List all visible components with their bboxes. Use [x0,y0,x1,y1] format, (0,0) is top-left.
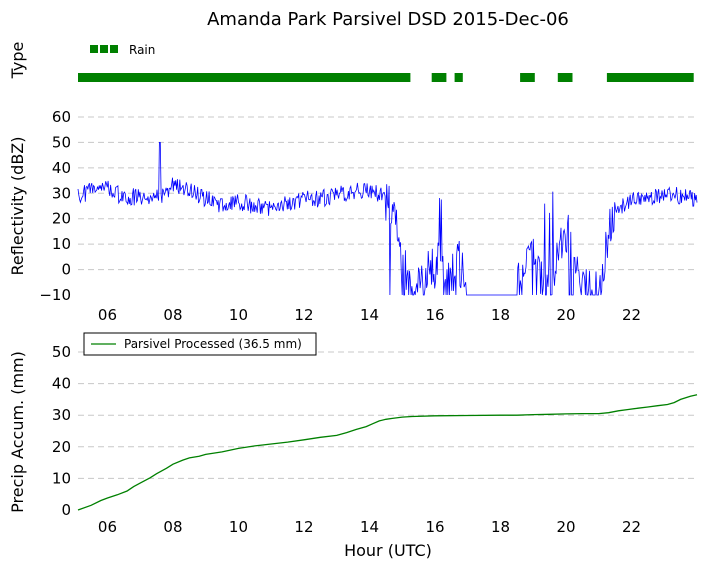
type-legend-label: Rain [129,43,155,57]
precip-accumulation-xtick-2: 10 [229,518,248,536]
reflectivity-yticks: −10 0 10 20 30 40 50 60 [39,108,71,304]
precip-accumulation-xtick-7: 20 [556,518,575,536]
reflectivity-line [77,142,698,296]
precip-line [77,394,698,511]
precip-accumulation-ytick-1: 10 [52,469,71,487]
reflectivity-ytick-1: 0 [61,261,71,279]
reflectivity-ylabel: Reflectivity (dBZ) [8,137,27,276]
type-segment-4 [557,73,573,82]
reflectivity-ytick-6: 50 [52,133,71,151]
precip-panel: 0 10 20 30 40 50 06 08 10 12 14 16 18 20 22 Precip Ac… [8,332,698,560]
type-segment-0 [78,73,411,82]
reflectivity-ytick-0: −10 [39,286,71,304]
precip-xticks: 06 08 10 12 14 16 18 20 22 [98,518,641,536]
reflectivity-ytick-7: 60 [52,108,71,126]
reflectivity-xtick-5: 16 [425,306,444,324]
precip-yticks: 0 10 20 30 40 50 [52,343,71,519]
reflectivity-xtick-0: 06 [98,306,117,324]
precip-legend-box [83,332,317,356]
precip-grid [78,351,697,479]
chart-title: Amanda Park Parsivel DSD 2015-Dec-06 [207,9,569,30]
reflectivity-xticks: 06 08 10 12 14 16 18 20 22 [98,306,641,324]
precip-accumulation-ytick-4: 40 [52,375,71,393]
reflectivity-xtick-4: 14 [360,306,379,324]
reflectivity-xtick-7: 20 [556,306,575,324]
precip-accumulation-xtick-5: 16 [425,518,444,536]
legend-swatch-3 [110,45,118,53]
precip-legend-label: Parsivel Processed (36.5 mm) [124,337,302,351]
precip-accumulation-xtick-8: 22 [622,518,641,536]
precip-accumulation-xtick-3: 12 [294,518,313,536]
reflectivity-ytick-2: 10 [52,235,71,253]
reflectivity-xtick-2: 10 [229,306,248,324]
precip-accumulation-ytick-3: 30 [52,406,71,424]
reflectivity-xtick-8: 22 [622,306,641,324]
precip-ylabel: Precip Accum. (mm) [8,351,27,513]
precip-accumulation-xtick-0: 06 [98,518,117,536]
type-segment-3 [520,73,535,82]
reflectivity-ytick-4: 30 [52,184,71,202]
reflectivity-ytick-3: 20 [52,210,71,228]
type-legend: Rain [90,43,155,57]
reflectivity-xtick-3: 12 [294,306,313,324]
precip-accumulation-xtick-4: 14 [360,518,379,536]
reflectivity-xtick-6: 18 [491,306,510,324]
reflectivity-grid [78,116,697,271]
type-segment-5 [606,73,694,82]
precip-accumulation-xtick-6: 18 [491,518,510,536]
type-panel: Type Rain [8,42,694,82]
precip-xlabel: Hour (UTC) [344,541,432,560]
legend-swatch-2 [100,45,108,53]
type-segment-2 [454,73,463,82]
precip-legend: Parsivel Processed (36.5 mm) [83,332,317,356]
reflectivity-panel: −10 0 10 20 30 40 50 60 06 08 10 12 14 16 18 20 22 Refl… [8,108,698,324]
precip-accumulation-xtick-1: 08 [163,518,182,536]
precip-accumulation-ytick-5: 50 [52,343,71,361]
type-ylabel: Type [8,42,27,80]
reflectivity-ytick-5: 40 [52,159,71,177]
reflectivity-xtick-1: 08 [163,306,182,324]
type-segment-1 [431,73,447,82]
precip-accumulation-ytick-0: 0 [61,501,71,519]
legend-swatch-1 [90,45,98,53]
precip-accumulation-ytick-2: 20 [52,438,71,456]
type-bars [78,73,694,82]
